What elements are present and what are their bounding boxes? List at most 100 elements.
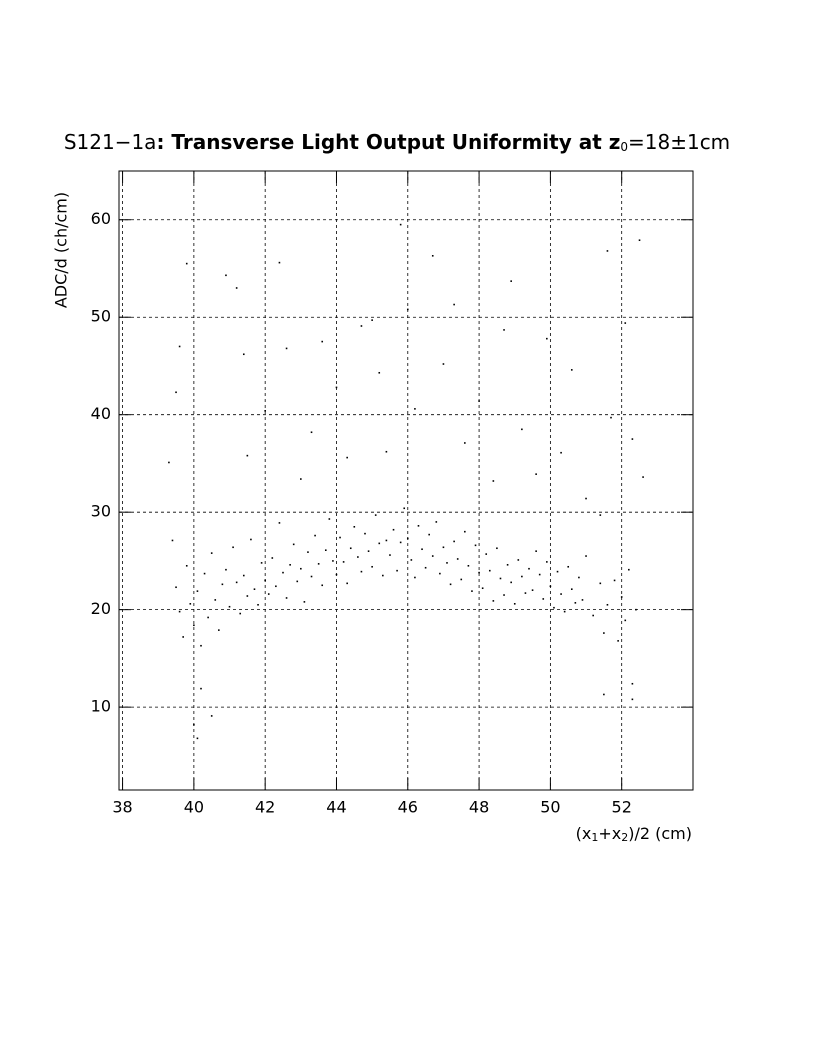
point [221,583,224,586]
point [603,693,605,696]
point [278,522,281,524]
point [235,581,238,584]
point [178,345,181,348]
point [471,590,473,592]
point [592,614,594,617]
point [460,578,463,581]
point [474,544,477,547]
point [196,737,199,740]
point [642,476,644,478]
point [620,596,623,598]
point [406,308,409,311]
title-part: S121−1a [64,130,157,154]
point [353,526,356,528]
point [339,536,341,539]
x-label-subscript: 1 [591,831,598,844]
point [503,594,505,596]
point [421,548,423,551]
point [324,549,327,551]
point [321,340,324,343]
point [193,624,195,627]
point [178,610,181,613]
point [392,528,395,531]
point [624,619,627,622]
point [546,337,548,340]
point [492,600,495,602]
point [560,451,562,454]
point [310,431,313,434]
point [510,581,512,584]
point [638,239,641,242]
point [214,599,217,601]
point [449,583,452,586]
point [631,698,634,701]
point [428,533,430,536]
point [585,497,587,500]
point [510,280,512,282]
y-axis-label: ADC/d (ch/cm) [52,192,71,308]
point [446,562,448,564]
point [185,262,188,265]
point [503,329,505,331]
point [617,640,619,642]
chart-title: S121−1a: Transverse Light Output Uniform… [64,130,730,154]
point [485,553,488,555]
point [585,555,587,557]
point [289,564,291,566]
point [367,550,370,552]
point [300,567,302,570]
point [282,571,284,574]
point [342,561,345,563]
point [481,587,484,590]
point [396,569,398,572]
point [210,715,213,717]
point [175,586,177,589]
plot-frame [118,170,694,791]
point [410,559,413,561]
point [168,461,170,464]
point [235,287,238,289]
point [246,454,249,457]
title-part: : Transverse Light Output Uniformity at … [156,130,620,154]
point [260,562,263,564]
point [624,322,627,324]
point [257,603,259,606]
y-tick-label: 20 [91,599,111,618]
point [189,603,192,605]
point [456,558,459,560]
point [335,386,338,389]
point [346,582,348,585]
point [442,546,445,549]
point [371,565,373,568]
point [631,438,634,440]
point [517,559,520,561]
point [346,456,348,459]
point [275,585,277,588]
point [285,347,288,350]
point [506,564,509,566]
point [478,571,480,574]
point [488,569,491,572]
point [431,555,434,557]
point [264,579,266,582]
point [439,572,441,575]
point [182,636,184,638]
point [371,319,373,321]
point [360,325,363,327]
point [218,629,220,631]
x-tick-label: 38 [112,798,132,817]
x-tick-label: 44 [326,798,346,817]
point [570,369,573,371]
point [464,530,466,533]
point [467,564,470,567]
point [285,597,288,599]
point [453,303,455,306]
x-label-subscript: 2 [621,831,628,844]
point [613,579,616,582]
point [528,567,530,570]
point [321,584,324,587]
point [581,599,584,601]
point [599,582,602,585]
point [314,534,316,537]
x-label-part: )/2 (cm) [628,824,692,843]
